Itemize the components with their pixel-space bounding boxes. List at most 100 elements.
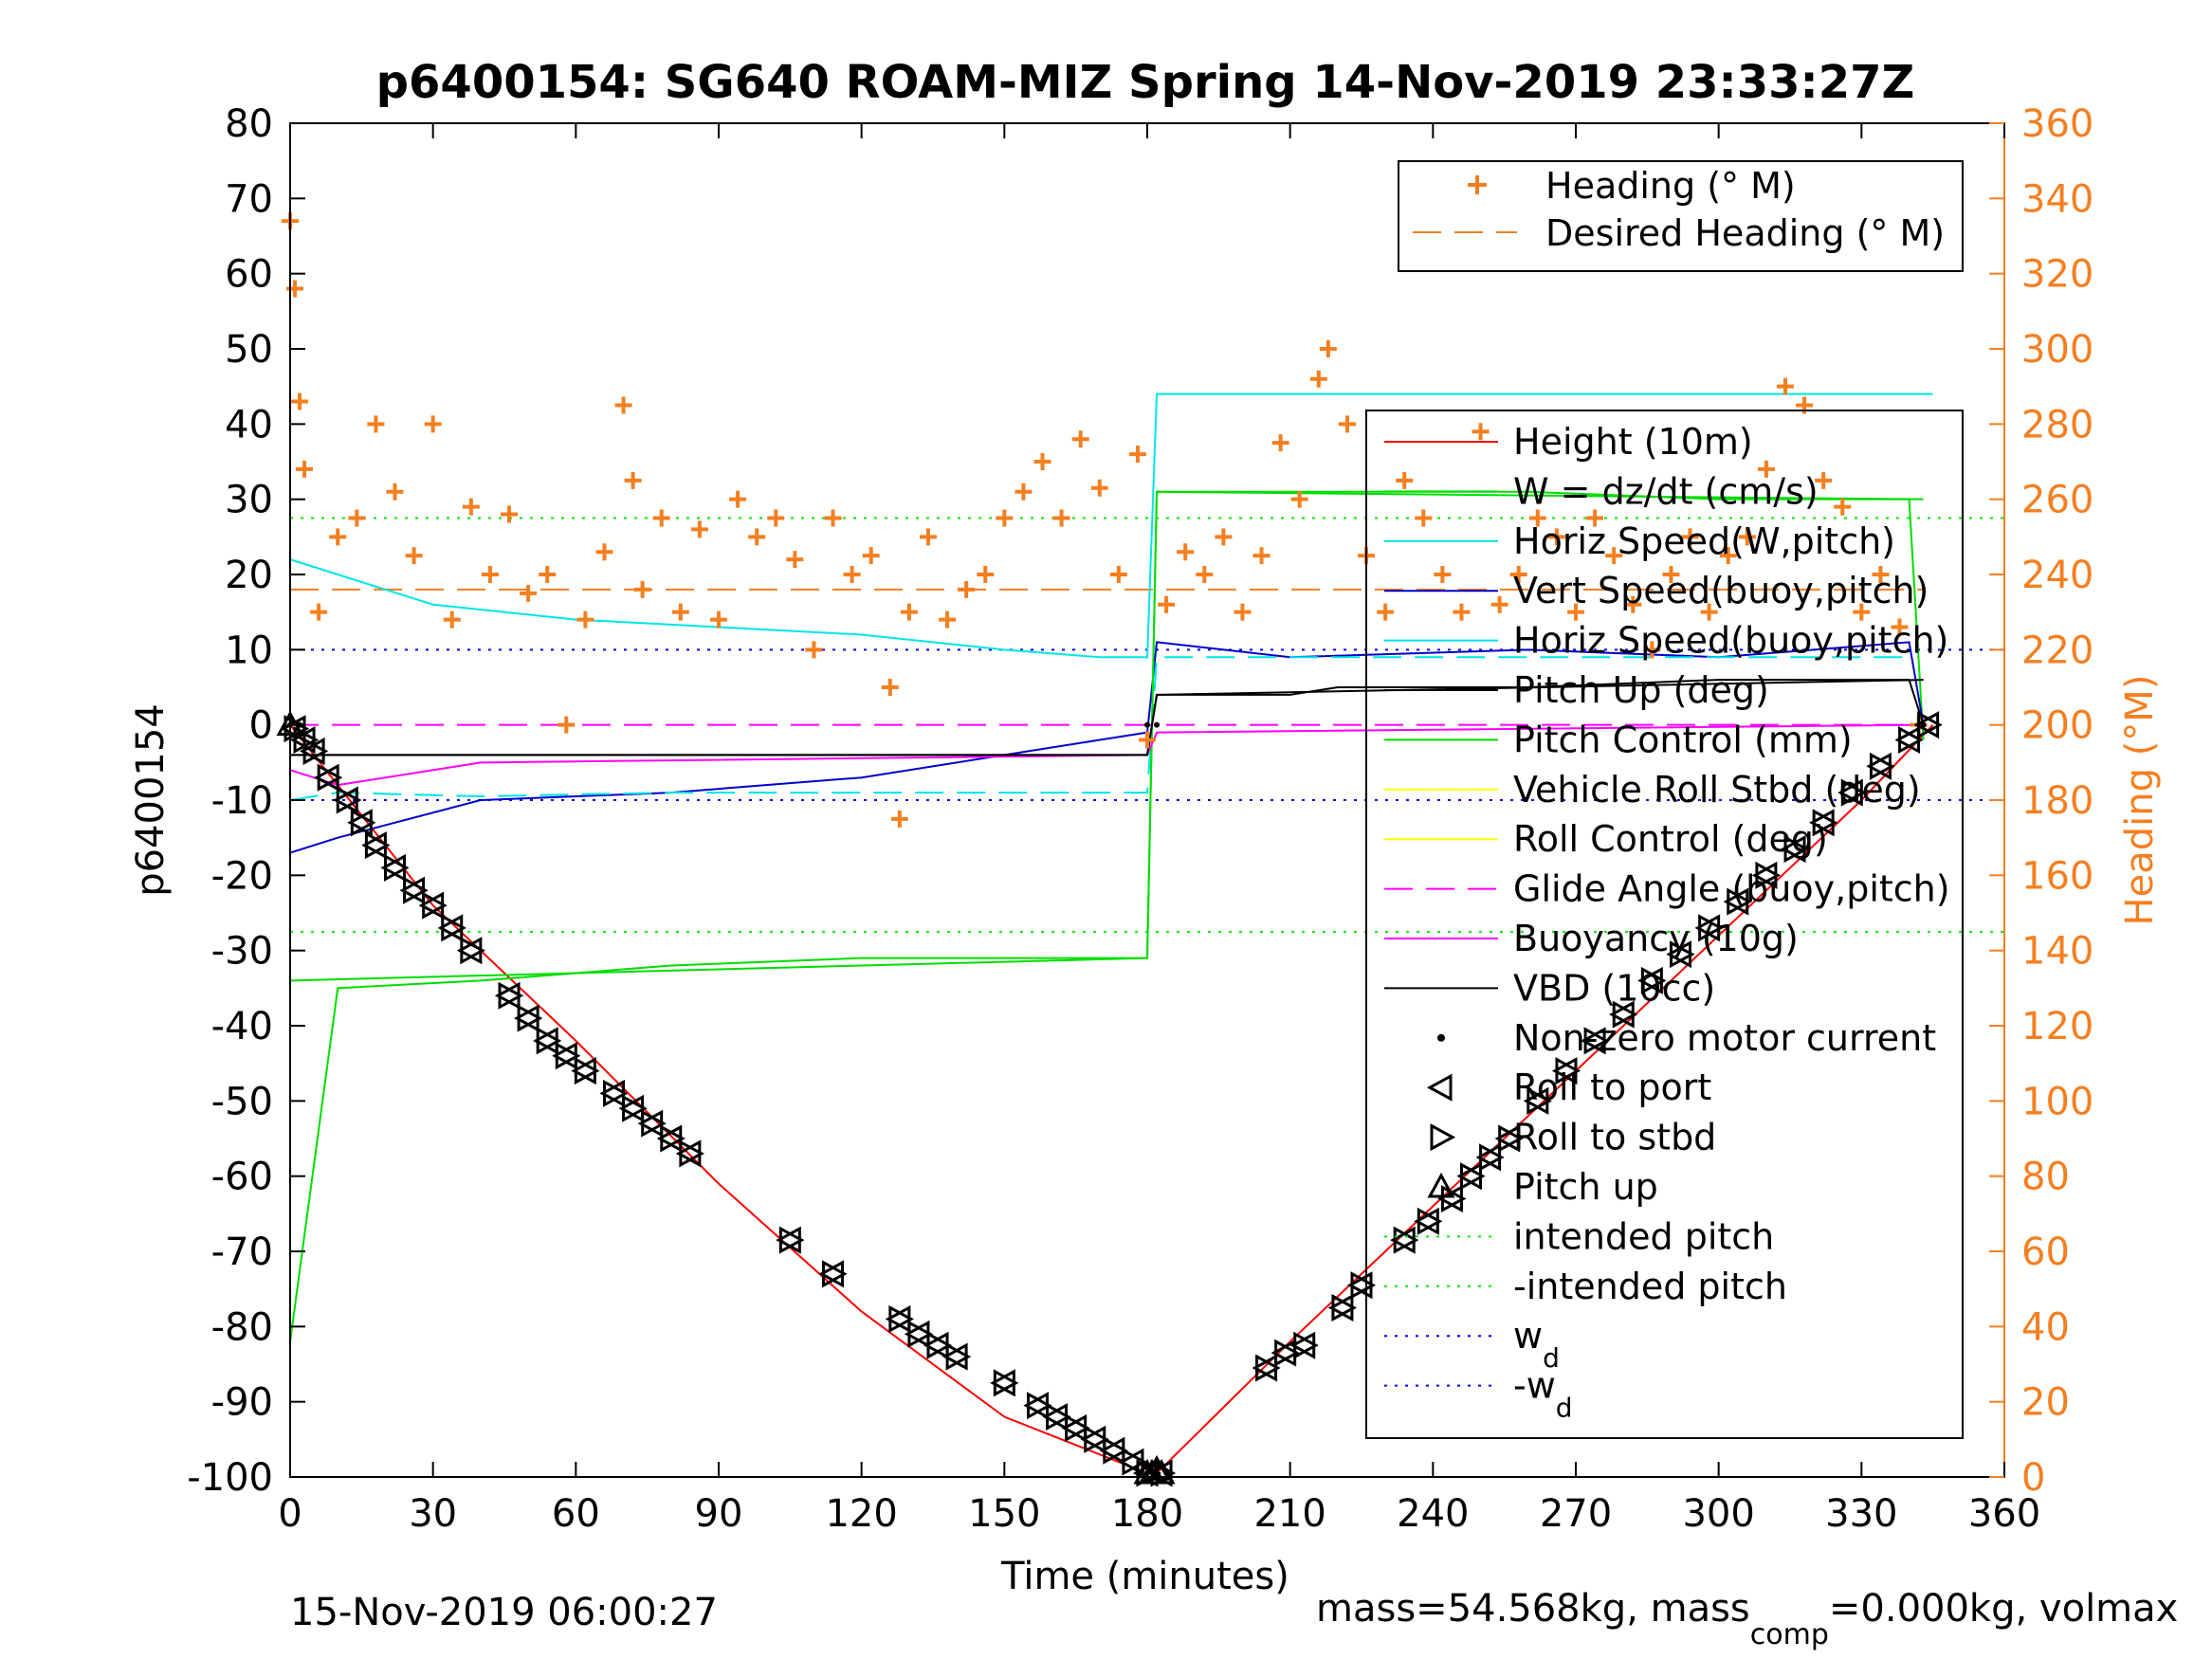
heading-point	[1872, 566, 1890, 583]
x-tick-label: 90	[695, 1492, 743, 1536]
roll-to-stbd-marker	[1084, 1425, 1109, 1453]
heading-point	[1815, 471, 1833, 489]
y2-tick-label: 360	[2021, 102, 2093, 146]
legend-pitch-up-symbol	[1427, 1172, 1455, 1198]
y-tick-label: -10	[211, 779, 273, 823]
y-tick-label: 40	[225, 403, 273, 447]
y-tick-label: 20	[225, 554, 273, 597]
event-markers-layer	[276, 710, 1943, 1487]
legend-roll-stbd-symbol	[1430, 1123, 1456, 1152]
roll-to-stbd-marker	[926, 1331, 953, 1359]
heading-point	[1271, 434, 1289, 452]
roll-to-stbd-marker	[622, 1094, 648, 1122]
roll-to-stbd-marker	[1255, 1354, 1281, 1382]
heading-point	[729, 490, 747, 508]
legend-label: Pitch Up (deg)	[1513, 669, 1769, 711]
roll-to-stbd-marker	[403, 876, 429, 904]
y-tick-label: -100	[187, 1456, 273, 1500]
roll-to-stbd-marker	[1460, 1162, 1486, 1191]
roll-to-stbd-marker	[888, 1304, 914, 1333]
heading-point	[286, 280, 304, 298]
heading-point	[595, 543, 613, 561]
y-tick-label: 0	[249, 704, 273, 748]
x-tick-label: 300	[1682, 1492, 1754, 1536]
heading-point	[1139, 731, 1156, 749]
roll-to-stbd-marker	[1350, 1271, 1377, 1300]
x-tick-label: 330	[1825, 1492, 1897, 1536]
roll-to-stbd-marker	[364, 831, 391, 860]
roll-to-stbd-marker	[460, 937, 485, 965]
legend-top-label: Heading (° M)	[1545, 165, 1796, 207]
heading-point	[624, 471, 642, 489]
heading-point	[1528, 509, 1546, 527]
legend-label: Roll Control (deg)	[1513, 818, 1828, 860]
roll-to-stbd-marker	[555, 1042, 581, 1070]
heading-point	[1015, 483, 1033, 501]
heading-point	[1490, 595, 1508, 613]
heading-point	[1377, 603, 1395, 621]
roll-to-stbd-marker	[679, 1139, 704, 1168]
heading-point	[1158, 595, 1176, 613]
heading-point	[805, 641, 823, 659]
heading-point	[1338, 415, 1356, 433]
y-tick-label: 50	[225, 328, 273, 372]
roll-to-stbd-marker	[536, 1027, 562, 1055]
legend-top-label: Desired Heading (° M)	[1545, 212, 1945, 254]
y2-tick-label: 340	[2021, 177, 2093, 221]
heading-point	[1547, 528, 1565, 546]
ticks-layer: 0 30 60 90 120 150 180 210 240 270 300 330 360807060…	[187, 102, 2093, 1536]
heading-point	[1586, 509, 1604, 527]
heading-point	[843, 566, 861, 583]
x-tick-label: 150	[968, 1492, 1040, 1536]
heading-point	[1605, 547, 1623, 565]
footer-date: 15-Nov-2019 06:00:27	[290, 1591, 718, 1634]
roll-to-stbd-marker	[641, 1109, 667, 1138]
y-tick-label: -40	[211, 1005, 273, 1048]
heading-point	[576, 611, 594, 629]
roll-to-stbd-marker	[1869, 752, 1895, 780]
heading-point	[405, 547, 423, 565]
legend-label: Horiz Speed(buoy,pitch)	[1513, 620, 1948, 662]
roll-to-stbd-marker	[1555, 1057, 1581, 1085]
y-tick-label: 80	[225, 102, 273, 146]
heading-point	[1891, 618, 1909, 636]
heading-point	[367, 415, 385, 433]
heading-point	[1776, 377, 1794, 395]
y2-tick-label: 60	[2021, 1231, 2070, 1274]
y-tick-label: -70	[211, 1231, 273, 1274]
y-tick-label: -20	[211, 854, 273, 898]
y2-tick-label: 280	[2021, 403, 2093, 447]
heading-point	[977, 566, 995, 583]
legend-label: VBD (10cc)	[1513, 967, 1715, 1009]
legend-roll-port-symbol	[1426, 1073, 1453, 1102]
roll-to-stbd-marker	[1612, 1000, 1638, 1029]
heading-point	[386, 483, 404, 501]
heading-point	[1738, 528, 1756, 546]
heading-point	[1681, 528, 1699, 546]
roll-to-stbd-marker	[1755, 861, 1782, 889]
heading-point	[881, 679, 899, 696]
roll-to-stbd-marker	[1898, 726, 1924, 755]
heading-point	[443, 611, 461, 629]
motor-current-dot	[1154, 721, 1161, 728]
heading-legend: Heading (° M) Desired Heading (° M)	[1398, 160, 1964, 272]
heading-point	[1033, 453, 1051, 470]
roll-to-stbd-marker	[350, 809, 376, 837]
heading-point	[462, 498, 480, 516]
legend-label: Pitch Control (mm)	[1513, 719, 1853, 760]
y2-tick-label: 200	[2021, 704, 2093, 748]
heading-point	[1453, 603, 1471, 621]
roll-to-stbd-marker	[336, 786, 362, 814]
y2-tick-label: 140	[2021, 930, 2093, 974]
roll-to-stbd-marker	[1046, 1403, 1071, 1431]
heading-point	[939, 611, 957, 629]
legend-label: Vehicle Roll Stbd (deg)	[1513, 769, 1921, 811]
heading-point	[633, 580, 651, 598]
footer-mass-part1: mass=54.568kg, mass	[1316, 1587, 1750, 1631]
heading-point	[1196, 566, 1214, 583]
heading-point	[614, 396, 632, 414]
roll-to-stbd-marker	[1293, 1331, 1319, 1359]
y-tick-label: 30	[225, 479, 273, 522]
series-line	[289, 641, 1925, 854]
heading-point	[824, 509, 842, 527]
